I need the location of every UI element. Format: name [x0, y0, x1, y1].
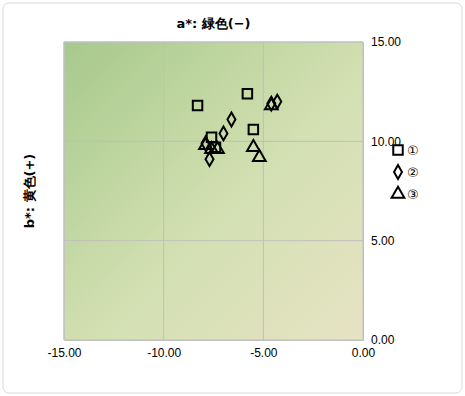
- series: [193, 89, 258, 152]
- grid-line: [263, 42, 264, 340]
- point: [211, 142, 224, 153]
- tick-label: 5.00: [371, 234, 395, 248]
- point: [253, 150, 266, 161]
- tick-label: -5.00: [250, 346, 278, 360]
- tick: 5.00: [363, 234, 395, 248]
- tick: 10.00: [363, 135, 401, 149]
- tick-label: 0.00: [371, 333, 395, 347]
- point: [219, 126, 227, 140]
- legend-marker: [393, 145, 402, 154]
- tick: -5.00: [250, 340, 278, 360]
- grid-line: [163, 42, 164, 340]
- legend-label: ②: [407, 165, 419, 180]
- point: [206, 152, 214, 166]
- tick-label: 0.00: [352, 346, 376, 360]
- point: [193, 101, 202, 110]
- tick: -15.00: [47, 340, 81, 360]
- x-axis: -15.00 -10.00 -5.00 0.00: [47, 340, 375, 360]
- title: a*: 緑色(−): [176, 16, 250, 31]
- grid-line: [64, 340, 363, 341]
- points: [193, 89, 281, 166]
- tick-label: -15.00: [47, 346, 81, 360]
- chart: -15.00 -10.00 -5.00 0.000.00 5.00 10.00 15.00 a…: [0, 0, 465, 396]
- y-axis-title: b*: 黄色(+): [22, 154, 37, 229]
- plot-edge: [64, 42, 363, 43]
- point: [243, 89, 252, 98]
- frame: [3, 3, 462, 393]
- axis-line: [363, 43, 364, 341]
- legend-marker: [394, 165, 402, 179]
- axis-line: [65, 340, 364, 341]
- point: [273, 95, 281, 109]
- tick-label: 10.00: [371, 135, 401, 149]
- plot-background: [64, 42, 363, 340]
- grid: [64, 42, 363, 340]
- legend-label: ①: [407, 143, 419, 158]
- legend-marker: [392, 187, 405, 198]
- grid-line: [64, 42, 65, 340]
- tick: -10.00: [147, 340, 181, 360]
- grid-line: [64, 42, 363, 43]
- series: [202, 95, 282, 166]
- tick: 0.00: [363, 333, 395, 347]
- legend-label: ③: [407, 187, 419, 202]
- plot-edge: [64, 42, 65, 340]
- series: [199, 98, 277, 161]
- grid-line: [64, 240, 363, 241]
- point: [247, 140, 260, 151]
- point: [265, 98, 278, 109]
- point: [249, 125, 258, 134]
- grid-line: [363, 42, 364, 340]
- tick-label: -10.00: [147, 346, 181, 360]
- legend: ① ② ③: [392, 143, 419, 202]
- tick: 15.00: [363, 35, 401, 49]
- tick-label: 15.00: [371, 35, 401, 49]
- point: [227, 113, 235, 127]
